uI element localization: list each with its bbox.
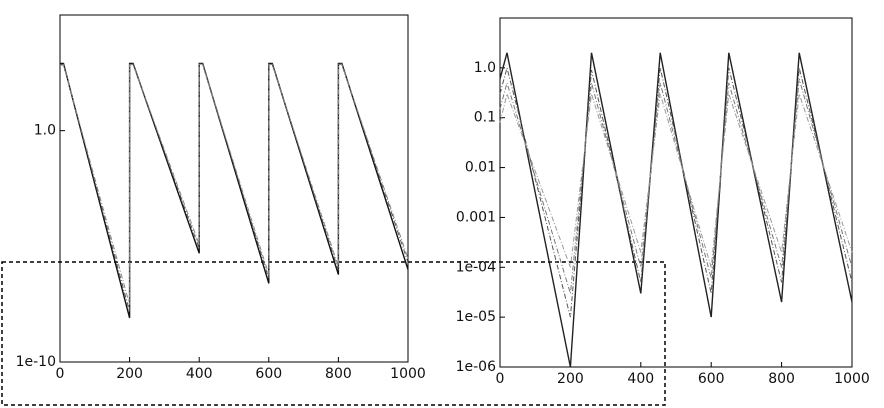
data-line: [59, 64, 409, 305]
x-tick-label: 800: [768, 371, 795, 387]
x-tick-label: 1000: [834, 371, 870, 387]
x-tick-label: 0: [496, 371, 505, 387]
y-tick-label: 1.0: [474, 60, 496, 76]
highlight-box: [1, 261, 666, 406]
data-line: [499, 92, 853, 268]
x-tick-label: 400: [186, 366, 213, 382]
y-tick-label: 0.1: [474, 110, 496, 126]
x-tick-label: 600: [255, 366, 282, 382]
data-line: [499, 52, 853, 368]
data-line: [499, 78, 853, 294]
data-line: [59, 63, 409, 312]
y-tick-label: 0.01: [465, 160, 496, 176]
plot-frame: [499, 17, 853, 368]
x-tick-label: 0: [56, 366, 65, 382]
y-tick-label: 1e-10: [16, 354, 56, 370]
data-line: [60, 62, 409, 319]
x-tick-label: 200: [116, 366, 143, 382]
y-tick-label: 1e-04: [456, 259, 496, 275]
y-tick-label: 0.001: [456, 209, 496, 225]
plot-frame: [59, 14, 409, 363]
x-tick-label: 1000: [390, 366, 426, 382]
x-tick-label: 400: [627, 371, 654, 387]
x-tick-label: 200: [557, 371, 584, 387]
y-tick-label: 1.0: [34, 123, 56, 139]
data-line: [499, 65, 853, 318]
y-tick-label: 1e-06: [456, 359, 496, 375]
x-tick-label: 600: [698, 371, 725, 387]
y-tick-label: 1e-05: [456, 309, 496, 325]
x-tick-label: 800: [325, 366, 352, 382]
